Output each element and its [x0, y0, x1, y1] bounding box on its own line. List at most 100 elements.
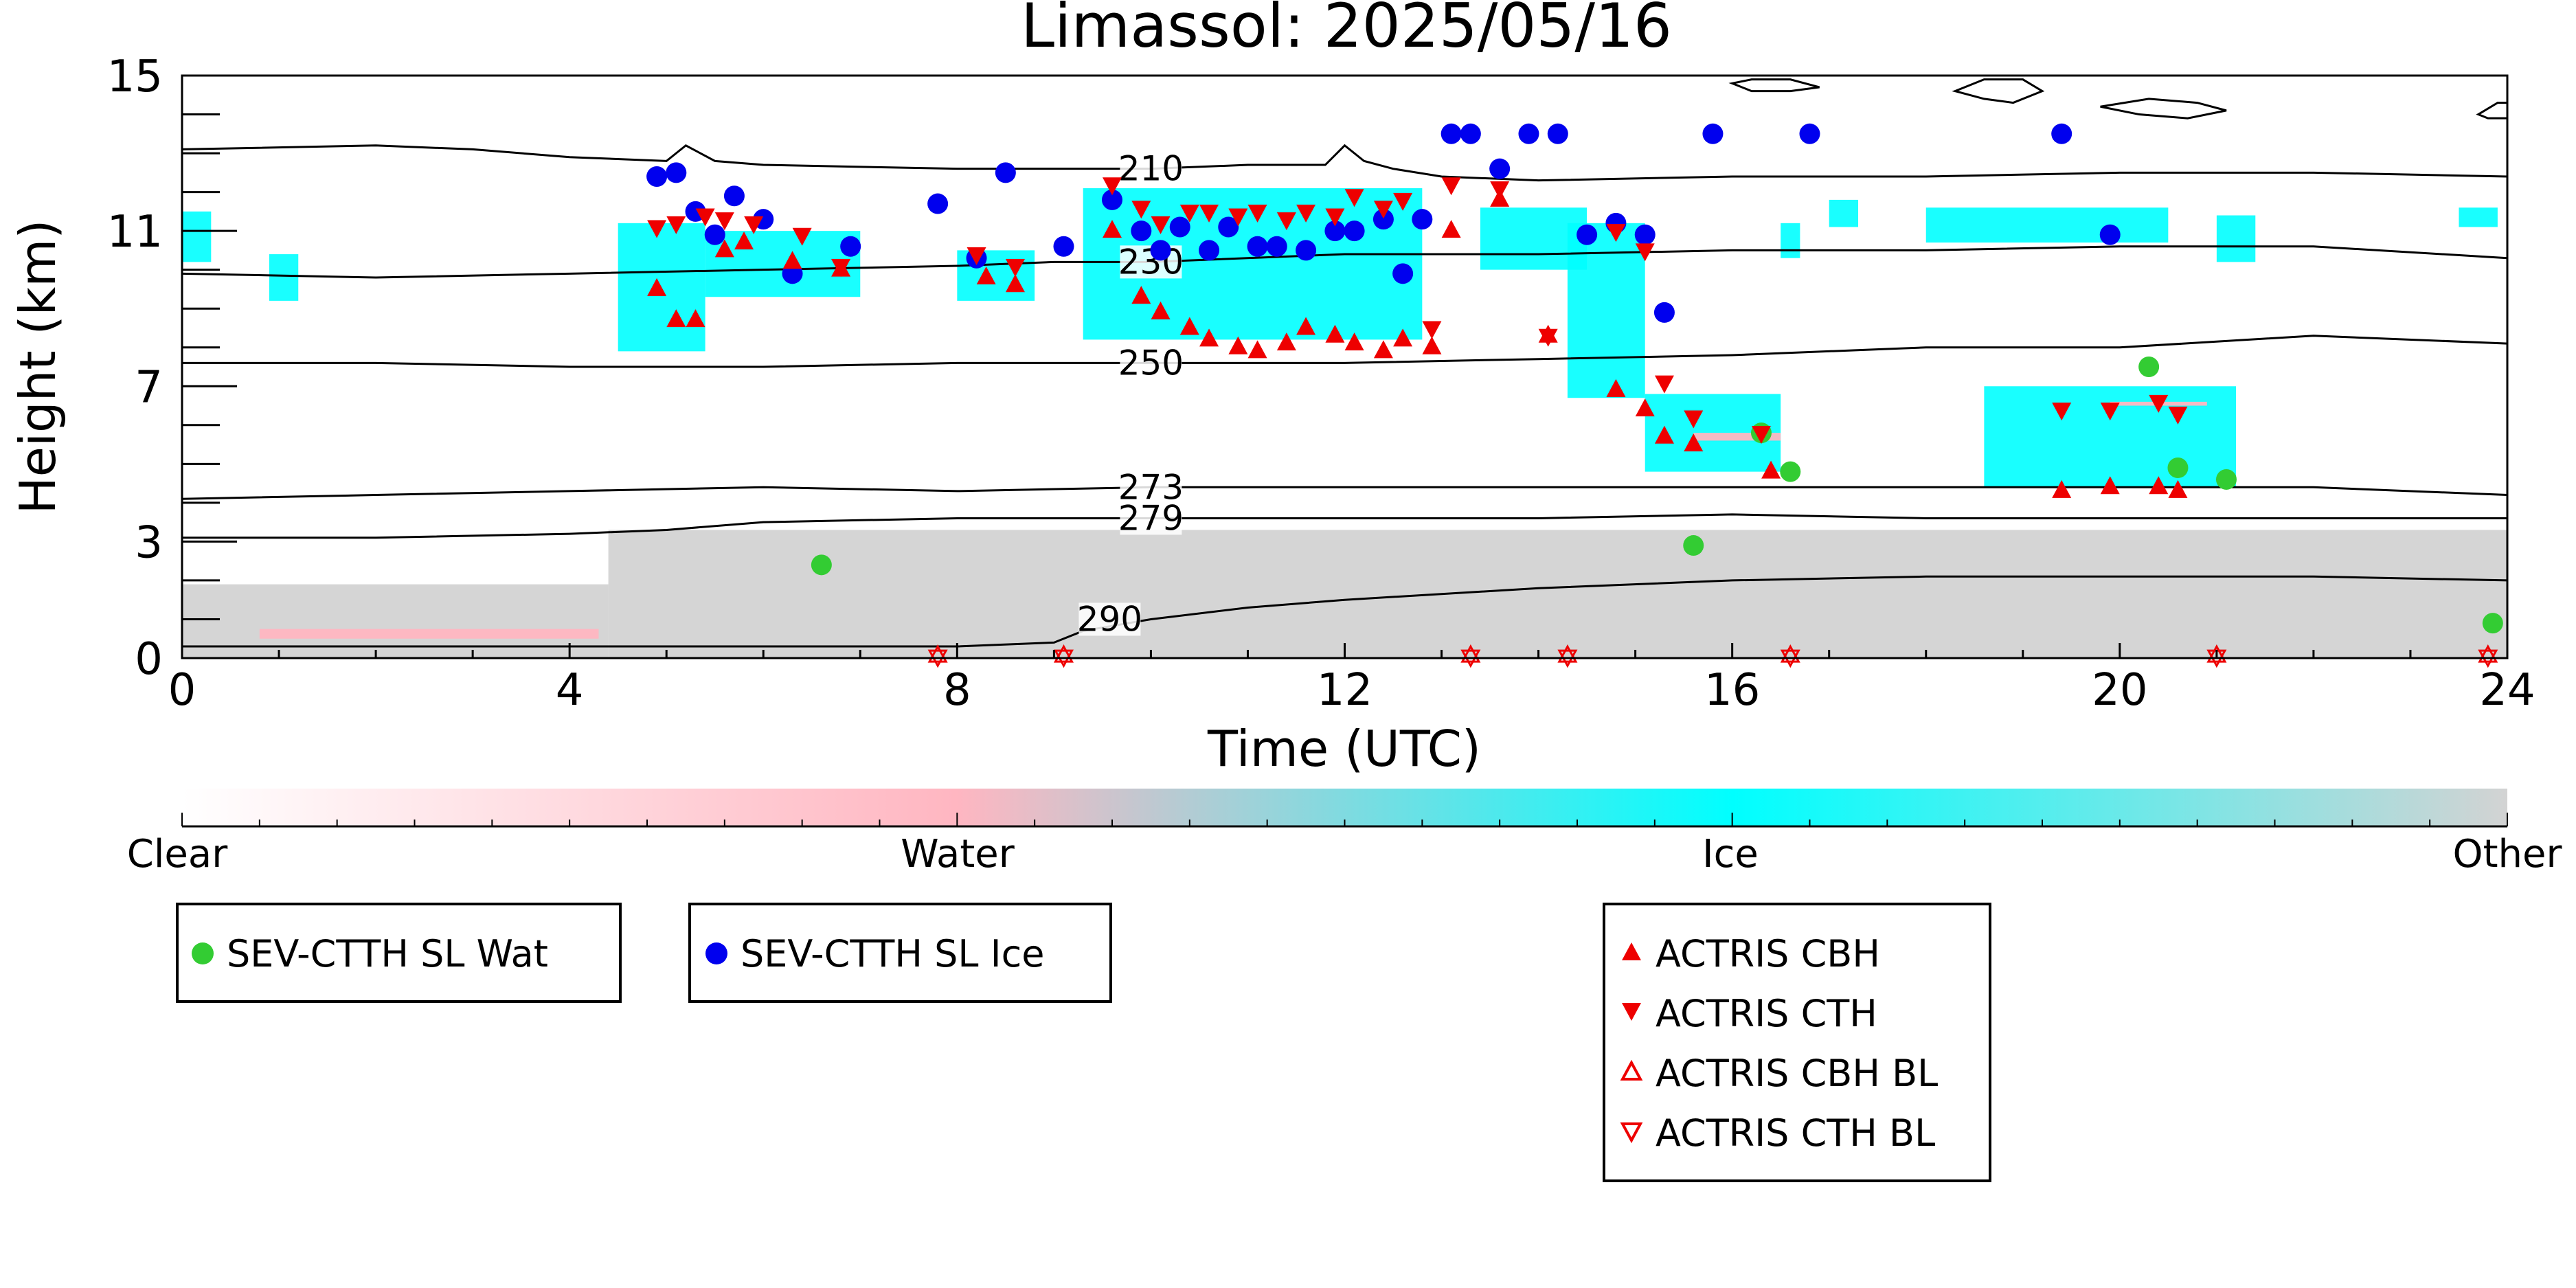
- marker-sev-ctth-sl-wat-5: [2167, 457, 2189, 478]
- marker-actris-cth-5: [792, 227, 812, 246]
- marker-actris-cth-10: [1131, 201, 1151, 219]
- region-water-1: [259, 629, 599, 639]
- marker-actris-cth-1: [666, 216, 686, 234]
- marker-sev-ctth-sl-ice-3: [704, 224, 725, 245]
- legend-label-actris-cbh: ACTRIS CBH: [1656, 932, 1880, 975]
- region-ice-12: [1781, 223, 1800, 258]
- x-tick-label-0: 0: [168, 665, 196, 716]
- marker-actris-cth-11: [1151, 216, 1171, 234]
- marker-sev-ctth-sl-wat-0: [811, 554, 832, 576]
- colorbar-label-ice: Ice: [1702, 832, 1759, 877]
- upper-outline-0: [1728, 78, 1820, 93]
- marker-sev-ctth-sl-ice-28: [1489, 158, 1511, 179]
- marker-sev-ctth-sl-wat-4: [2138, 357, 2160, 377]
- marker-sev-ctth-sl-wat-1: [1683, 535, 1704, 556]
- marker-sev-ctth-sl-wat-7: [2482, 613, 2503, 634]
- marker-actris-cbh-10: [1131, 286, 1151, 304]
- marker-sev-ctth-sl-ice-19: [1266, 236, 1287, 257]
- marker-sev-ctth-sl-wat-6: [2215, 468, 2237, 490]
- legend-label-actris-cth-bl: ACTRIS CTH BL: [1656, 1111, 1935, 1155]
- axes: 0 4 8 12 16 20 24 0 3 7 11 15: [107, 52, 2535, 716]
- colorbar-ticks: [181, 813, 2508, 826]
- marker-actris-cbh-31: [2052, 479, 2072, 498]
- marker-sev-ctth-sl-ice-36: [1799, 123, 1820, 144]
- colorbar-label-other: Other: [2452, 832, 2562, 877]
- marker-actris-cth-4: [744, 216, 764, 234]
- marker-actris-cbh-bl-5: [2206, 644, 2227, 663]
- legend-label-actris-cbh-bl: ACTRIS CBH BL: [1656, 1052, 1938, 1095]
- x-tick-label-12: 12: [1317, 665, 1372, 716]
- contour-230: [181, 245, 2508, 279]
- colorbar-label-clear: Clear: [127, 832, 228, 877]
- contour-290: [182, 575, 2508, 648]
- marker-sev-ctth-sl-ice-33: [1634, 224, 1656, 245]
- marker-actris-cth-9: [1103, 177, 1122, 196]
- contour-label-273: 273: [1118, 467, 1184, 507]
- marker-actris-cbh-22: [1422, 336, 1442, 354]
- marker-actris-cth-7: [967, 247, 986, 266]
- marker-actris-cbh-13: [1199, 328, 1219, 347]
- marker-actris-cth-23: [1441, 177, 1461, 196]
- marker-actris-cbh-9: [1103, 220, 1122, 238]
- marker-actris-cth-15: [1247, 204, 1267, 223]
- contour-210: [181, 144, 2508, 182]
- x-axis-label: Time (UTC): [1207, 720, 1481, 778]
- y-tick-label-0: 0: [135, 634, 163, 685]
- marker-actris-cth-33: [2149, 394, 2169, 413]
- marker-sev-ctth-sl-ice-27: [1460, 123, 1481, 144]
- region-ice-3: [182, 211, 212, 262]
- marker-actris-cbh-18: [1325, 324, 1345, 343]
- marker-actris-cbh-8: [1005, 274, 1025, 293]
- marker-sev-ctth-sl-ice-31: [1577, 224, 1598, 245]
- marker-sev-ctth-sl-ice-26: [1440, 123, 1462, 144]
- marker-actris-cbh-28: [1654, 425, 1674, 444]
- marker-sev-ctth-sl-ice-38: [2099, 224, 2121, 245]
- marker-actris-cbh-19: [1344, 332, 1364, 351]
- contour-label-250: 250: [1118, 343, 1184, 383]
- marker-actris-cth-16: [1276, 212, 1296, 231]
- legend-label-sev-wat: SEV-CTTH SL Wat: [227, 932, 548, 975]
- legend-sev-ice: SEV-CTTH SL Ice: [688, 903, 1112, 1003]
- contour-label-bg-290: [1078, 602, 1141, 636]
- marker-actris-cbh-1: [666, 309, 686, 328]
- marker-actris-cth-24: [1490, 181, 1510, 199]
- x-tick-label-4: 4: [556, 665, 584, 716]
- marker-actris-cbh-16: [1276, 332, 1296, 351]
- legend-marker-sev-wat: [192, 942, 214, 964]
- marker-actris-cbh-21: [1393, 328, 1413, 347]
- marker-sev-ctth-sl-ice-12: [1102, 189, 1122, 210]
- marker-actris-cbh-11: [1151, 301, 1171, 319]
- marker-actris-cbh-2: [686, 309, 705, 328]
- marker-sev-ctth-sl-ice-23: [1372, 209, 1394, 230]
- marker-actris-cbh-27: [1635, 398, 1655, 417]
- marker-actris-cbh-32: [2100, 476, 2120, 495]
- contour-label-210: 210: [1118, 149, 1184, 189]
- marker-actris-cth-19: [1344, 189, 1364, 207]
- y-tick-label-7: 7: [135, 362, 163, 413]
- legend-marker-actris-cbh-bl: [1620, 1059, 1643, 1081]
- upper-outline-2: [2100, 98, 2227, 120]
- marker-actris-cth-26: [1606, 224, 1626, 242]
- marker-actris-cth-17: [1296, 204, 1316, 223]
- marker-sev-ctth-sl-ice-10: [995, 162, 1016, 183]
- marker-actris-cth-25: [1538, 328, 1558, 347]
- contour-250: [182, 335, 2508, 368]
- marker-sev-ctth-sl-ice-22: [1344, 221, 1365, 242]
- marker-actris-cbh-20: [1373, 340, 1393, 359]
- marker-actris-cbh-23: [1441, 220, 1461, 238]
- marker-actris-cth-0: [647, 220, 667, 238]
- marker-sev-ctth-sl-ice-1: [666, 162, 687, 183]
- marker-actris-cth-21: [1393, 192, 1413, 211]
- colorbar-label-water: Water: [901, 832, 1015, 877]
- marker-actris-cth-13: [1199, 204, 1219, 223]
- upper-outlines: [1728, 78, 2509, 120]
- region-ice-17: [1984, 386, 2237, 488]
- upper-outline-3: [2476, 102, 2509, 120]
- marker-actris-cth-3: [714, 212, 734, 231]
- y-tick-label-11: 11: [107, 207, 163, 258]
- contour-label-bg-250: [1120, 346, 1182, 380]
- marker-actris-cth-22: [1422, 321, 1442, 339]
- marker-sev-ctth-sl-ice-13: [1131, 221, 1152, 242]
- x-tick-label-16: 16: [1704, 665, 1760, 716]
